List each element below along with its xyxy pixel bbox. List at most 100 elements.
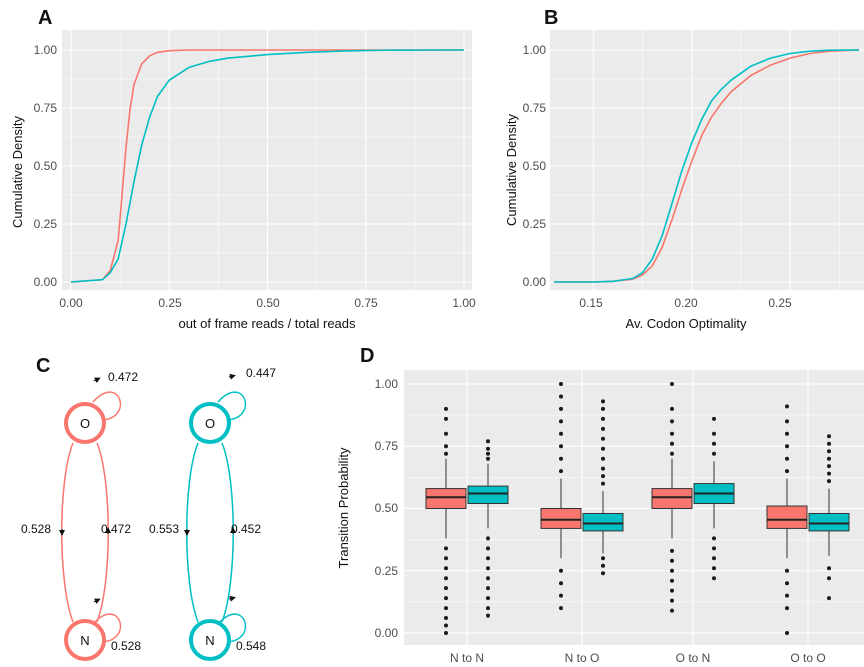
outlier-point — [601, 406, 605, 411]
edge-label: 0.548 — [236, 639, 266, 653]
panel-a-series — [70, 49, 465, 283]
a-ytick-label: 0.50 — [34, 159, 58, 173]
outlier-point — [486, 446, 490, 451]
outlier-point — [670, 419, 674, 424]
state-node-o — [189, 402, 231, 444]
outlier-point — [559, 419, 563, 424]
outlier-point — [444, 546, 448, 551]
outlier-point — [444, 606, 448, 611]
markov-graph-teal: O N 0.447 0.553 0.452 0.548 — [149, 366, 276, 661]
outlier-point — [486, 576, 490, 581]
outlier-point — [444, 596, 448, 601]
state-node-n — [64, 619, 106, 661]
outlier-point — [827, 576, 831, 581]
outlier-point — [712, 576, 716, 581]
outlier-point — [827, 471, 831, 476]
state-node-n — [189, 619, 231, 661]
self-loop-n — [217, 613, 247, 643]
outlier-point — [827, 566, 831, 571]
panel-d-boxplot: 1.00 0.75 0.50 0.25 0.00 N to N N to O O… — [336, 370, 864, 665]
a-ytick-label: 0.25 — [34, 217, 58, 231]
panel-b-y-ticks: 1.00 0.75 0.50 0.25 0.00 — [523, 43, 547, 289]
arrow-right-icon — [93, 377, 101, 384]
boxplot-o-to-o-series-1 — [766, 404, 808, 635]
outlier-point — [559, 581, 563, 586]
outlier-point — [670, 548, 674, 553]
outlier-point — [444, 631, 448, 635]
outlier-point — [670, 578, 674, 583]
outlier-point — [601, 556, 605, 561]
b-y-axis-title: Cumulative Density — [504, 114, 519, 226]
d-ytick-label: 1.00 — [375, 377, 399, 391]
panel-label-c: C — [36, 355, 50, 377]
panel-b-x-ticks: 0.15 0.20 0.25 — [579, 296, 792, 310]
outlier-point — [601, 456, 605, 461]
outlier-point — [670, 558, 674, 563]
outlier-point — [712, 451, 716, 456]
outlier-point — [559, 568, 563, 573]
outlier-point — [444, 416, 448, 421]
arrow-right-icon — [228, 373, 236, 380]
outlier-point — [712, 566, 716, 571]
outlier-point — [444, 406, 448, 411]
d-ytick-label: 0.50 — [375, 501, 399, 515]
cdf-line-series-1 — [70, 49, 464, 283]
outlier-point — [601, 481, 605, 486]
outlier-point — [670, 431, 674, 436]
outlier-point — [827, 434, 831, 439]
outlier-point — [559, 382, 563, 386]
outlier-point — [601, 446, 605, 451]
d-ytick-label: 0.00 — [375, 626, 399, 640]
iqr-box — [467, 485, 509, 505]
b-ytick-label: 0.00 — [523, 275, 547, 289]
outlier-point — [827, 449, 831, 454]
a-xtick-label: 0.75 — [354, 296, 378, 310]
b-ytick-label: 0.75 — [523, 101, 547, 115]
cdf-line-series-2 — [554, 49, 860, 283]
outlier-point — [827, 596, 831, 601]
outlier-point — [785, 581, 789, 586]
a-ytick-label: 1.00 — [34, 43, 58, 57]
cdf-line-series-1 — [554, 49, 860, 283]
outlier-point — [444, 451, 448, 456]
a-xtick-label: 0.50 — [256, 296, 280, 310]
d-ytick-label: 0.25 — [375, 564, 399, 578]
outlier-point — [486, 596, 490, 601]
boxplot-o-to-o-series-2 — [808, 434, 850, 601]
outlier-point — [670, 382, 674, 386]
d-xtick-label: N to N — [450, 651, 484, 665]
outlier-point — [444, 556, 448, 561]
panel-label-d: D — [360, 345, 374, 367]
d-xtick-label: O to O — [790, 651, 825, 665]
a-x-axis-title: out of frame reads / total reads — [178, 316, 356, 331]
panel-b-cdf-plot: 1.00 0.75 0.50 0.25 0.00 0.15 0.20 0.25 … — [504, 30, 864, 331]
outlier-point — [785, 606, 789, 611]
panel-b-series — [554, 49, 860, 283]
outlier-point — [785, 469, 789, 474]
outlier-point — [712, 556, 716, 561]
outlier-point — [486, 439, 490, 444]
iqr-box — [808, 512, 850, 532]
outlier-point — [559, 431, 563, 436]
outlier-point — [444, 444, 448, 449]
edge-label: 0.553 — [149, 522, 179, 536]
node-label: O — [205, 416, 215, 431]
outlier-point — [785, 419, 789, 424]
b-xtick-label: 0.20 — [674, 296, 698, 310]
outlier-point — [827, 464, 831, 469]
d-xtick-label: N to O — [565, 651, 600, 665]
iqr-box — [582, 512, 624, 532]
edge-label: 0.528 — [21, 522, 51, 536]
outlier-point — [559, 606, 563, 611]
panel-a-y-ticks: 1.00 0.75 0.50 0.25 0.00 — [34, 43, 58, 289]
boxplot-n-to-o-series-2 — [582, 399, 624, 576]
outlier-point — [670, 598, 674, 603]
outlier-point — [785, 431, 789, 436]
outlier-point — [601, 399, 605, 404]
outlier-point — [785, 404, 789, 409]
outlier-point — [827, 479, 831, 484]
self-loop-o — [217, 391, 247, 421]
outlier-point — [486, 556, 490, 561]
outlier-point — [486, 536, 490, 541]
